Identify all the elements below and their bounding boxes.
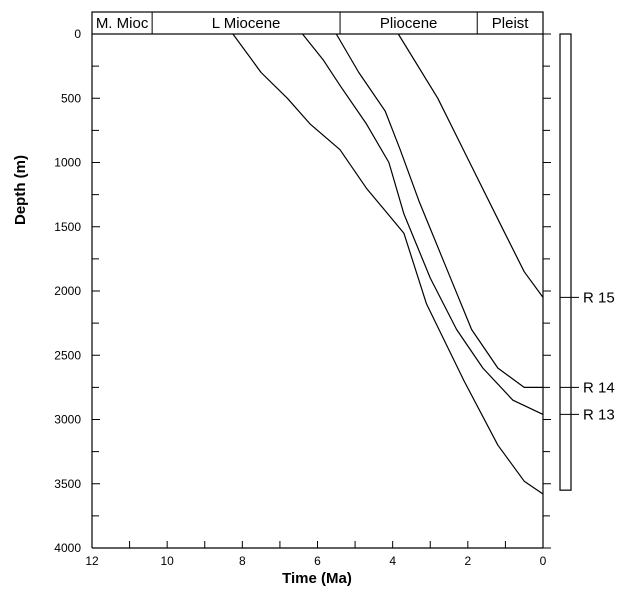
x-tick-label: 0	[540, 554, 547, 568]
y-tick-label: 0	[74, 27, 81, 41]
y-tick-label: 1000	[54, 156, 81, 170]
y-axis-title: Depth (m)	[12, 155, 29, 225]
epoch-label: M. Mioc	[96, 15, 149, 32]
y-tick-label: 500	[61, 91, 81, 105]
series-line-4	[232, 33, 544, 495]
y-tick-label: 4000	[54, 541, 81, 555]
series-line-3	[302, 33, 544, 415]
x-tick-label: 8	[239, 554, 246, 568]
well-column: R 15 R 14 R 13	[559, 33, 615, 491]
well-marker-label: R 15	[583, 289, 615, 306]
y-tick-label: 2500	[54, 348, 81, 362]
epoch-bar: M. Mioc L Miocene Pliocene Pleist	[91, 11, 544, 35]
x-tick-label: 2	[464, 554, 471, 568]
y-tick-label: 1500	[54, 220, 81, 234]
well-marker-label: R 14	[583, 379, 615, 396]
well-column-bar	[559, 33, 572, 491]
series-lines	[232, 33, 544, 495]
epoch-label: Pleist	[492, 15, 530, 32]
y-tick-label: 2000	[54, 284, 81, 298]
epoch-label: Pliocene	[380, 15, 438, 32]
epoch-label: L Miocene	[212, 15, 281, 32]
x-axis-title: Time (Ma)	[282, 570, 352, 587]
well-marker-label: R 13	[583, 406, 615, 423]
plot-axes: 0 500 1000 1500 2000 2500 3000 3500 4000 12 10 8 6 4 2…	[54, 27, 551, 568]
x-tick-label: 12	[85, 554, 99, 568]
series-line-2	[335, 33, 543, 388]
x-tick-label: 10	[160, 554, 174, 568]
x-tick-label: 6	[314, 554, 321, 568]
series-line-1	[397, 33, 544, 298]
x-tick-label: 4	[389, 554, 396, 568]
epoch-bar-frame	[91, 11, 544, 35]
y-tick-label: 3500	[54, 477, 81, 491]
y-tick-label: 3000	[54, 413, 81, 427]
